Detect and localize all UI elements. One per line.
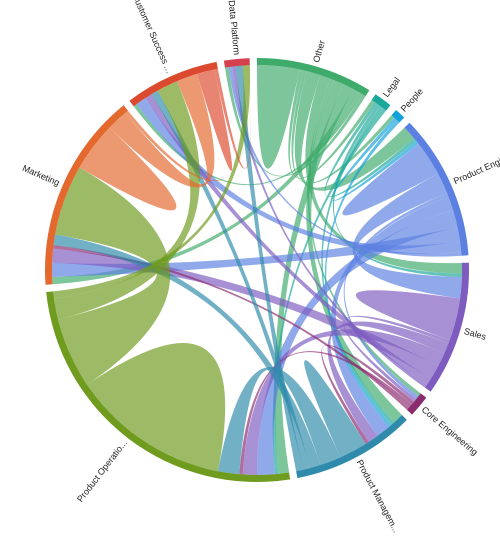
ribbon xyxy=(109,73,215,188)
ribbon xyxy=(291,70,395,184)
group-label: Product Managem... xyxy=(355,458,402,534)
ribbon xyxy=(197,69,233,171)
group-label: Other xyxy=(311,39,327,63)
ribbon xyxy=(55,167,171,385)
ribbon xyxy=(355,290,460,341)
group-arc xyxy=(424,262,469,392)
group-arc xyxy=(129,61,218,107)
group-arc xyxy=(404,122,469,256)
ribbon xyxy=(342,143,438,216)
ribbons xyxy=(51,65,463,475)
ribbon xyxy=(217,367,341,475)
ribbon xyxy=(288,69,375,179)
ribbon xyxy=(235,65,304,472)
group-arc xyxy=(296,414,407,479)
group-label: Sales xyxy=(463,326,488,342)
ribbon xyxy=(294,71,415,191)
group-arc xyxy=(391,110,405,123)
ribbon xyxy=(133,92,363,186)
group-label: Core Engineering xyxy=(420,405,480,458)
ribbon xyxy=(87,343,226,472)
group-arc xyxy=(371,94,391,111)
group-label: Legal xyxy=(381,75,402,99)
ribbon xyxy=(305,75,463,274)
group-arc xyxy=(257,58,370,97)
ribbon xyxy=(324,120,400,428)
ribbon xyxy=(304,360,366,458)
ribbon xyxy=(352,173,462,299)
group-label: Marketing xyxy=(21,163,61,188)
group-label: Data Platform xyxy=(227,0,242,55)
ribbon xyxy=(79,127,177,211)
group-label: Product Engineeri... xyxy=(452,145,500,186)
group-arcs xyxy=(45,58,469,482)
group-label: Product Operatio... xyxy=(75,438,129,504)
ribbon xyxy=(214,65,251,169)
ribbon xyxy=(343,315,450,402)
ribbon xyxy=(52,248,439,379)
group-arc xyxy=(45,105,128,285)
ribbon xyxy=(327,321,449,442)
group-label: Customer Success ... xyxy=(130,0,174,74)
group-arc xyxy=(406,393,427,415)
ribbon xyxy=(274,84,354,474)
group-arc xyxy=(223,58,250,68)
group-label: People xyxy=(399,86,425,113)
ribbon xyxy=(257,65,300,169)
ribbon xyxy=(257,210,458,475)
